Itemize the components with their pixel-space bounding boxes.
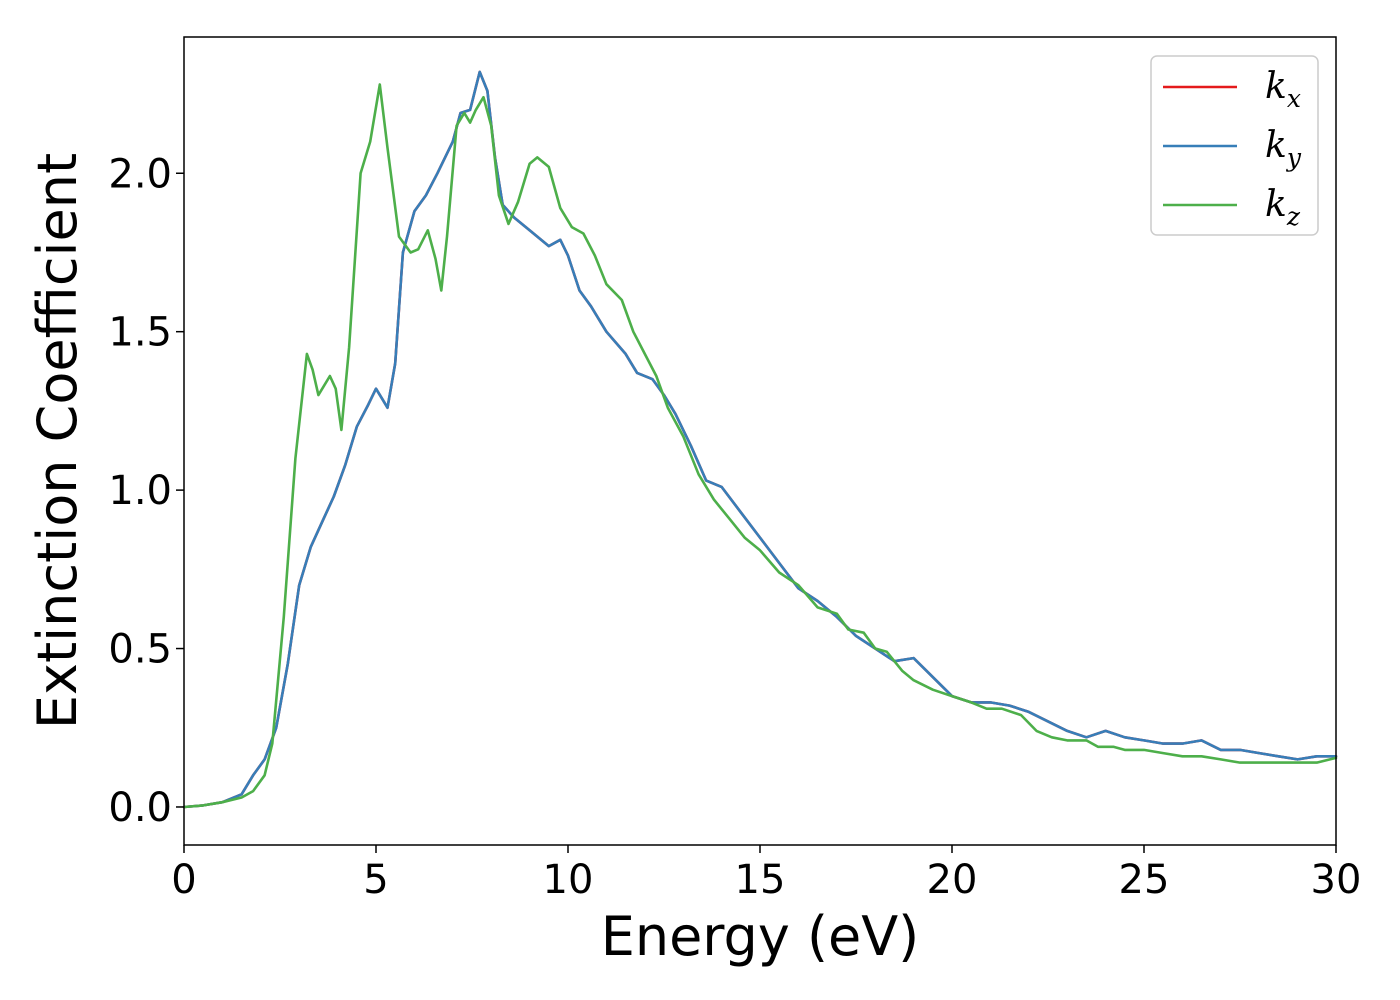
legend-label-ky: ky [1265,125,1302,172]
y-tick-label: 2.0 [108,151,172,197]
x-tick-label: 0 [171,857,196,903]
y-tick-label: 0.5 [108,627,172,673]
y-tick-label: 1.0 [108,468,172,514]
y-axis: 0.0 0.5 1.0 1.5 2.0 [108,151,184,831]
x-tick-label: 5 [363,857,388,903]
series-layer [182,70,1338,809]
x-tick-label: 20 [927,857,978,903]
y-axis-label: Extinction Coefficient [26,153,89,729]
x-axis-label: Energy (eV) [601,905,920,968]
legend-label-kz: kz [1265,184,1301,231]
y-tick-label: 1.5 [108,310,172,356]
x-tick-label: 10 [543,857,594,903]
series-line-kz [182,83,1338,809]
x-tick-label: 25 [1119,857,1170,903]
legend: kx ky kz [1150,55,1319,236]
x-tick-label: 15 [735,857,786,903]
y-tick-label: 0.0 [108,785,172,831]
x-axis: 0 5 10 15 20 25 30 [171,845,1361,903]
x-tick-label: 30 [1311,857,1362,903]
legend-label-kx: kx [1265,66,1301,113]
series-line-ky [182,70,1338,809]
